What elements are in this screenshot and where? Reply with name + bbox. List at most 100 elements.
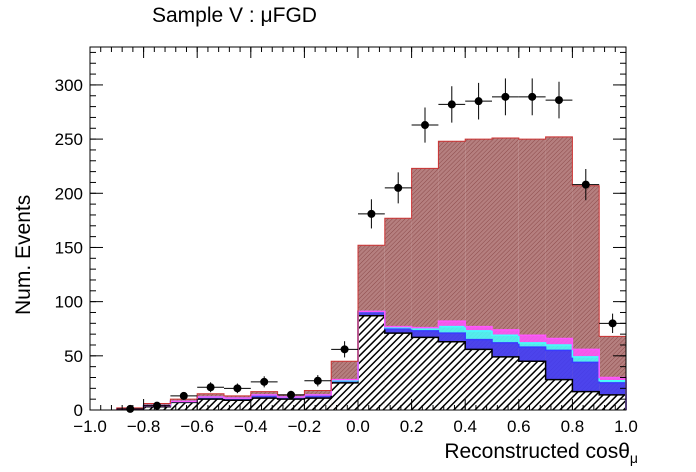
bar-cyan-fill bbox=[545, 344, 573, 351]
data-point bbox=[358, 199, 385, 229]
bar-base-fill bbox=[304, 398, 332, 410]
x-tick-label: 0.2 bbox=[400, 417, 424, 436]
data-point bbox=[277, 390, 305, 399]
bar-base-fill bbox=[572, 391, 600, 410]
bar-base-fill bbox=[384, 333, 412, 410]
bar-magenta-fill bbox=[518, 335, 546, 343]
bar-blue-fill bbox=[304, 394, 332, 399]
data-point-marker bbox=[394, 183, 403, 192]
data-point bbox=[492, 78, 519, 116]
data-point-marker bbox=[260, 377, 269, 386]
data-point bbox=[331, 341, 358, 358]
y-tick-label: 200 bbox=[55, 184, 83, 203]
data-point bbox=[170, 391, 198, 400]
bar-magenta-fill bbox=[545, 338, 573, 345]
bar-blue-fill bbox=[545, 350, 573, 380]
x-tick-label: 0.8 bbox=[561, 417, 585, 436]
data-point-marker bbox=[447, 100, 456, 109]
bar-base-fill bbox=[197, 399, 224, 410]
data-point-marker bbox=[581, 180, 590, 189]
bar-cyan-fill bbox=[599, 380, 626, 383]
bar-blue-fill bbox=[599, 382, 626, 395]
bar-cyan-fill bbox=[411, 328, 439, 331]
data-point bbox=[384, 172, 412, 204]
bar-base-fill bbox=[277, 399, 305, 410]
bar-blue-fill bbox=[438, 333, 466, 342]
data-point-marker bbox=[528, 92, 537, 101]
bar-base-fill bbox=[518, 361, 546, 410]
x-tick-label: 0.4 bbox=[453, 417, 477, 436]
data-point-marker bbox=[608, 319, 617, 328]
bar-blue-fill bbox=[384, 328, 412, 334]
bar-blue-fill bbox=[572, 362, 600, 392]
y-tick-label: 100 bbox=[55, 293, 83, 312]
data-point-marker bbox=[313, 376, 322, 385]
x-tick-label: −0.2 bbox=[288, 417, 322, 436]
bar-base-fill bbox=[465, 349, 492, 410]
y-tick-label: 150 bbox=[55, 238, 83, 257]
bar-blue-fill bbox=[250, 394, 278, 399]
bar-base-fill bbox=[170, 402, 198, 410]
data-point-marker bbox=[126, 404, 135, 413]
data-point bbox=[599, 313, 626, 334]
bar-magenta-fill bbox=[465, 326, 492, 331]
bar-magenta-fill bbox=[438, 321, 466, 327]
data-point-marker bbox=[340, 345, 349, 354]
data-point bbox=[411, 107, 439, 143]
data-point bbox=[545, 81, 573, 119]
bar-blue-fill bbox=[518, 347, 546, 362]
y-tick-label: 0 bbox=[74, 401, 83, 420]
data-point bbox=[304, 375, 332, 387]
y-tick-label: 250 bbox=[55, 130, 83, 149]
x-tick-label: 1.0 bbox=[614, 417, 638, 436]
bar-base-fill bbox=[438, 341, 466, 410]
bar-base-fill bbox=[545, 379, 573, 410]
data-point bbox=[250, 376, 278, 388]
plot-border bbox=[89, 46, 627, 411]
data-point-marker bbox=[153, 401, 161, 410]
data-point-marker bbox=[501, 92, 510, 101]
bar-blue-fill bbox=[492, 342, 519, 357]
data-point bbox=[518, 78, 546, 116]
data-points bbox=[116, 78, 626, 413]
data-point bbox=[143, 401, 171, 410]
bar-blue-fill bbox=[411, 330, 439, 338]
bar-blue-fill bbox=[197, 396, 224, 400]
bar-base-fill bbox=[250, 398, 278, 410]
bar-base-fill bbox=[411, 337, 439, 410]
data-point bbox=[224, 383, 251, 394]
data-point-marker bbox=[474, 97, 483, 106]
data-point bbox=[438, 86, 466, 123]
bar-cyan-fill bbox=[465, 330, 492, 340]
data-point-marker bbox=[287, 390, 295, 399]
bar-base-fill bbox=[331, 382, 358, 410]
bar-blue-fill bbox=[358, 311, 385, 316]
data-point-marker bbox=[233, 384, 242, 393]
bar-magenta-fill bbox=[599, 377, 626, 381]
bar-blue-fill bbox=[465, 339, 492, 350]
axes: −1.0 −0.8 −0.6 −0.4 −0.2 0.0 0.2 0.4 0.6 0.8 1.0 0 5… bbox=[55, 46, 638, 436]
bar-base-fill bbox=[224, 400, 251, 410]
bar-cyan-fill bbox=[572, 356, 600, 363]
x-tick-label: −0.8 bbox=[127, 417, 161, 436]
bar-magenta-fill bbox=[492, 329, 519, 336]
bar-blue-fill bbox=[224, 398, 251, 401]
data-point-marker bbox=[421, 121, 429, 130]
data-point bbox=[197, 382, 224, 393]
bar-base-fill bbox=[599, 394, 626, 410]
bar-cyan-fill bbox=[492, 335, 519, 343]
bar-base-fill bbox=[492, 356, 519, 410]
data-point bbox=[116, 404, 144, 413]
bar-magenta-fill bbox=[572, 349, 600, 357]
step-line-total bbox=[116, 136, 627, 410]
y-tick-label: 300 bbox=[55, 76, 83, 95]
x-tick-label: −1.0 bbox=[73, 417, 107, 436]
y-tick-label: 50 bbox=[64, 347, 83, 366]
data-point-marker bbox=[206, 383, 215, 392]
x-tick-label: −0.4 bbox=[234, 417, 268, 436]
data-point bbox=[465, 82, 492, 120]
y-axis-label: Num. Events bbox=[12, 194, 35, 315]
data-point-marker bbox=[555, 96, 563, 105]
bar-base-fill bbox=[358, 315, 385, 410]
